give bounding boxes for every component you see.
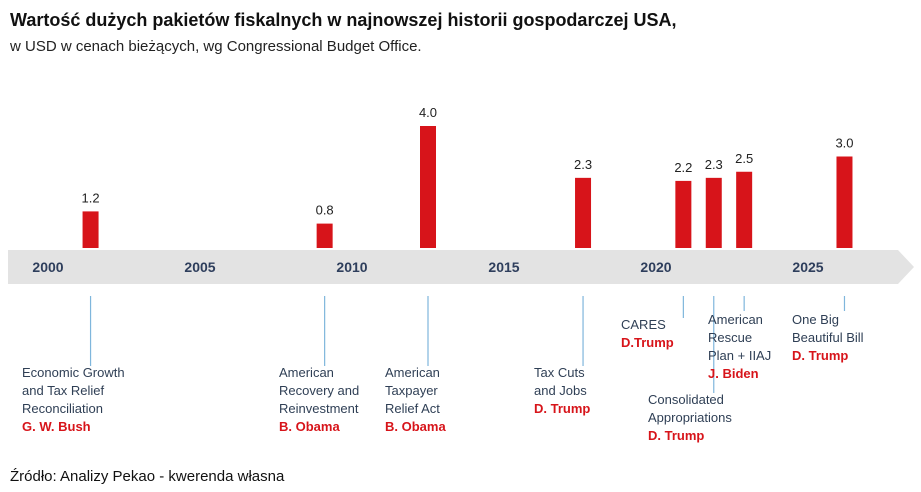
bar-value-label: 2.2: [674, 160, 692, 175]
bar-value-label: 0.8: [316, 203, 334, 218]
year-tick-label: 2020: [640, 259, 671, 275]
annotation-line: CARES: [621, 317, 666, 332]
annotation-president: D. Trump: [792, 348, 849, 363]
annotation-line: Reinvestment: [279, 401, 359, 416]
source-note: Źródło: Analizy Pekao - kwerenda własna: [10, 468, 285, 485]
annotation-line: American: [279, 365, 334, 380]
bar-value-label: 1.2: [82, 190, 100, 205]
bar-layer: 1.2 0.8 4.0 2.3 2.2 2.3 2.5 3.0: [82, 105, 854, 248]
annotation-president: J. Biden: [708, 366, 759, 381]
bar: [705, 177, 722, 248]
annotation-cares: CARES D.Trump: [621, 316, 674, 352]
bar-value-label: 2.3: [574, 157, 592, 172]
annotation-line: Reconciliation: [22, 401, 103, 416]
annotation-line: One Big: [792, 312, 839, 327]
year-tick-label: 2015: [488, 259, 519, 275]
annotation-line: Taxpayer: [385, 383, 438, 398]
annotation-president: B. Obama: [279, 419, 340, 434]
annotation-atra: American Taxpayer Relief Act B. Obama: [385, 364, 446, 436]
bar-value-label: 3.0: [835, 136, 853, 151]
year-tick-label: 2025: [792, 259, 823, 275]
annotation-line: Tax Cuts: [534, 365, 585, 380]
annotation-caa: Consolidated Appropriations D. Trump: [648, 391, 732, 445]
annotation-line: Appropriations: [648, 410, 732, 425]
bar: [316, 223, 333, 248]
annotation-tcja: Tax Cuts and Jobs D. Trump: [534, 364, 590, 418]
bar: [675, 180, 692, 248]
annotation-line: Economic Growth: [22, 365, 125, 380]
annotation-line: and Jobs: [534, 383, 587, 398]
annotation-line: Beautiful Bill: [792, 330, 864, 345]
annotation-president: D. Trump: [534, 401, 591, 416]
timeline-layer: 2000 2005 2010 2015 2020 2025: [8, 250, 914, 284]
bar: [420, 126, 436, 248]
bar-value-label: 2.5: [735, 151, 753, 166]
annotation-president: D. Trump: [648, 428, 705, 443]
chart-subtitle: w USD w cenach bieżących, wg Congression…: [10, 38, 422, 55]
annotation-president: B. Obama: [385, 419, 446, 434]
annotation-obbb: One Big Beautiful Bill D. Trump: [792, 311, 864, 365]
annotation-egtrra: Economic Growth and Tax Relief Reconcili…: [22, 364, 125, 436]
bar-value-label: 4.0: [419, 105, 437, 120]
connector-layer: [89, 296, 846, 393]
annotation-president: D.Trump: [621, 335, 674, 350]
bar: [736, 171, 753, 248]
bar: [82, 211, 99, 248]
chart-title: Wartość dużych pakietów fiskalnych w naj…: [10, 10, 677, 30]
annotation-line: Rescue: [708, 330, 753, 345]
bar-value-label: 2.3: [705, 157, 723, 172]
annotation-line: Plan + IIAJ: [708, 348, 772, 363]
annotation-line: American: [708, 312, 763, 327]
annotation-line: and Tax Relief: [22, 383, 105, 398]
year-tick-label: 2000: [32, 259, 63, 275]
annotation-line: Relief Act: [385, 401, 440, 416]
annotation-line: Consolidated: [648, 392, 724, 407]
timeline-band: [8, 250, 914, 284]
annotation-arra: American Recovery and Reinvestment B. Ob…: [279, 364, 359, 436]
bar: [575, 177, 592, 248]
bar: [836, 156, 853, 248]
year-tick-label: 2010: [336, 259, 367, 275]
year-tick-label: 2005: [184, 259, 215, 275]
annotation-arp: American Rescue Plan + IIAJ J. Biden: [708, 311, 771, 383]
annotation-line: Recovery and: [279, 383, 360, 398]
annotation-president: G. W. Bush: [22, 419, 91, 434]
annotation-line: American: [385, 365, 440, 380]
